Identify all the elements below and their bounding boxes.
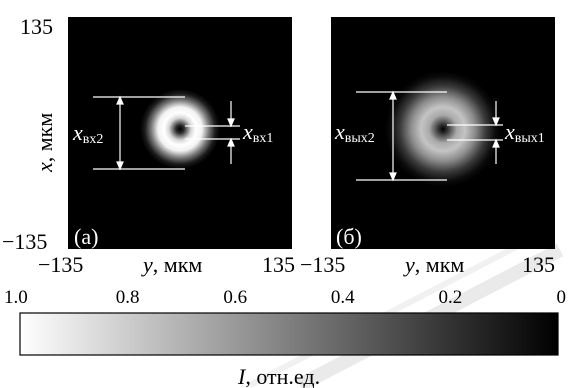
y-tick-top: 135 <box>20 14 53 39</box>
colorbar-ticks: 1.0 0.8 0.6 0.4 0.2 0 <box>4 287 566 308</box>
panel-b-tag: (б) <box>336 224 362 249</box>
colorbar-tick-label: 0.4 <box>331 287 355 308</box>
panel-b-ring <box>385 71 501 187</box>
panel-b-x-tick-left: −135 <box>300 252 345 277</box>
panel-a-inner-sub: вх1 <box>253 131 274 146</box>
colorbar-tick-label: 0.8 <box>116 287 140 308</box>
panel-b-markers <box>356 90 503 182</box>
panel-b-inner-sub: вых1 <box>515 131 545 146</box>
panel-b-outer-sub: вых2 <box>345 131 375 146</box>
panel-b-outer-var: x <box>334 119 345 144</box>
panel-b-outer-label: xвых2 <box>334 119 375 146</box>
panel-a-inner-var: x <box>242 119 253 144</box>
panel-a-markers <box>93 95 240 171</box>
panel-b-x-tick-right: 135 <box>522 252 555 277</box>
y-axis-label: x, мкм <box>32 113 57 173</box>
panel-a-x-tick-right: 135 <box>262 252 295 277</box>
colorbar-label: I, отн.ед. <box>237 364 320 388</box>
panel-b: xвых2 xвых1 (б) <box>331 17 555 249</box>
colorbar: 1.0 0.8 0.6 0.4 0.2 0 I, отн.ед. <box>4 287 566 388</box>
panel-a-tag: (а) <box>74 224 98 249</box>
panel-a-x-var: y <box>141 252 153 277</box>
colorbar-tick-label: 1.0 <box>4 287 28 308</box>
panel-a-outer-var: x <box>72 120 83 145</box>
y-tick-bottom: −135 <box>2 229 47 254</box>
panel-b-x-label: y, мкм <box>403 252 464 277</box>
panel-a-outer-sub: вх2 <box>83 132 104 147</box>
panel-a-x-tick-left: −135 <box>38 252 83 277</box>
y-axis-var: x <box>32 162 57 173</box>
panel-a-ring <box>140 89 220 169</box>
panel-a-inner-label: xвх1 <box>242 119 273 146</box>
panel-b-inner-label: xвых1 <box>504 119 545 146</box>
colorbar-tick-label: 0.2 <box>439 287 463 308</box>
panel-b-x-unit: , мкм <box>415 252 465 277</box>
panel-a-outer-label: xвх2 <box>72 120 103 147</box>
panel-a-x-unit: , мкм <box>153 252 203 277</box>
colorbar-tick-label: 0 <box>557 287 567 308</box>
colorbar-label-unit: , отн.ед. <box>245 364 320 388</box>
panel-b-x-var: y <box>403 252 415 277</box>
y-axis-unit: , мкм <box>32 113 57 163</box>
colorbar-tick-label: 0.6 <box>223 287 247 308</box>
colorbar-label-var: I <box>237 364 247 388</box>
panel-b-inner-var: x <box>504 119 515 144</box>
panel-a-x-label: y, мкм <box>141 252 202 277</box>
panel-a: xвх2 xвх1 (а) <box>68 17 292 249</box>
colorbar-gradient <box>19 312 559 356</box>
